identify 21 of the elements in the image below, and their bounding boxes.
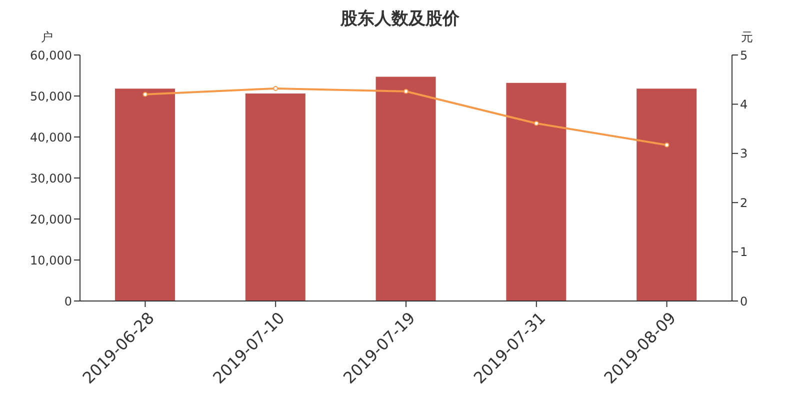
- y2-tick-label: 2: [740, 196, 748, 210]
- y2-tick-label: 3: [740, 146, 748, 161]
- y-tick-label: 30,000: [30, 171, 72, 186]
- point: [664, 142, 670, 148]
- y2-axis-title: 元: [741, 30, 753, 44]
- y-tick-label: 50,000: [30, 89, 72, 104]
- y2-tick-label: 5: [740, 48, 748, 62]
- point: [142, 92, 148, 97]
- y-tick-label: 60,000: [30, 48, 72, 62]
- y-axis-title: 户: [41, 30, 53, 44]
- chart-title: 股东人数及股价: [339, 8, 460, 30]
- y-tick-label: 10,000: [30, 253, 72, 268]
- point: [534, 120, 539, 126]
- y2-tick-label: 1: [740, 245, 748, 260]
- point: [404, 88, 408, 94]
- y-tick-label: 20,000: [30, 212, 72, 226]
- y-tick-label: 40,000: [30, 130, 72, 144]
- y2-tick-label: 4: [740, 97, 748, 112]
- point: [273, 86, 278, 91]
- y2-tick-label: 0: [740, 294, 748, 308]
- y-tick-label: 0: [64, 294, 72, 308]
